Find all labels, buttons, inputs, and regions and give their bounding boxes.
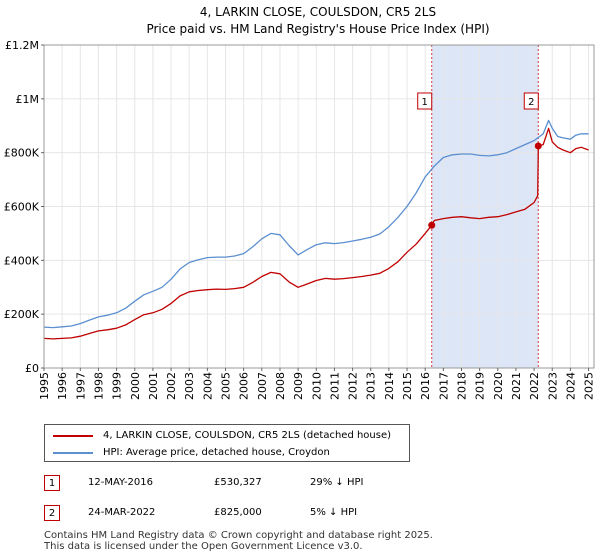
x-tick-label: 2005 [220, 372, 233, 400]
y-tick-label: £0 [25, 362, 39, 375]
footer-line-2: This data is licensed under the Open Gov… [44, 541, 363, 552]
marker-badge-label-2: 2 [528, 97, 534, 108]
x-tick-label: 2006 [238, 372, 251, 400]
price-chart: 4, LARKIN CLOSE, COULSDON, CR5 2LS Price… [4, 5, 596, 400]
legend-label-property: 4, LARKIN CLOSE, COULSDON, CR5 2LS (deta… [103, 430, 392, 441]
chart-legend: 4, LARKIN CLOSE, COULSDON, CR5 2LS (deta… [44, 424, 410, 462]
footer-line-1: Contains HM Land Registry data © Crown c… [44, 530, 433, 541]
footer-attribution: Contains HM Land Registry data © Crown c… [44, 530, 433, 552]
x-tick-label: 2023 [546, 372, 559, 400]
x-tick-label: 2017 [437, 372, 450, 400]
x-tick-label: 1997 [74, 372, 87, 400]
chart-title: 4, LARKIN CLOSE, COULSDON, CR5 2LS [200, 5, 436, 19]
x-tick-label: 1998 [92, 372, 105, 400]
sale-badge-1: 1 [44, 475, 60, 491]
sale-point-2 [534, 142, 542, 150]
legend-swatch-hpi [53, 452, 93, 454]
x-tick-label: 2004 [201, 372, 214, 400]
x-tick-label: 2022 [528, 372, 541, 400]
hpi-line [43, 119, 589, 329]
marker-badge-label-1: 1 [422, 97, 428, 108]
y-tick-label: £200K [4, 308, 40, 321]
legend-swatch-property [53, 435, 93, 437]
sale-hpi-2: 5% ↓ HPI [310, 507, 358, 518]
x-tick-label: 2019 [474, 372, 487, 400]
x-tick-label: 2009 [292, 372, 305, 400]
sale-point-1 [428, 221, 436, 229]
x-tick-label: 1996 [56, 372, 69, 400]
sale-date-2: 24-MAR-2022 [88, 507, 156, 518]
x-tick-label: 2021 [510, 372, 523, 400]
x-tick-label: 2008 [274, 372, 287, 400]
y-tick-label: £1M [16, 93, 40, 106]
x-tick-label: 2001 [147, 372, 160, 400]
sale-price-2: £825,000 [214, 507, 262, 518]
x-tick-label: 2000 [129, 372, 142, 400]
x-tick-label: 2013 [365, 372, 378, 400]
x-tick-label: 2003 [183, 372, 196, 400]
x-tick-label: 1999 [111, 372, 124, 400]
x-tick-label: 2002 [165, 372, 178, 400]
x-tick-label: 2007 [256, 372, 269, 400]
sale-price-1: £530,327 [214, 477, 262, 488]
x-tick-label: 2016 [419, 372, 432, 400]
sale-badge-2: 2 [44, 505, 60, 521]
property-price-line [43, 127, 589, 340]
sale-date-1: 12-MAY-2016 [88, 477, 154, 488]
x-tick-label: 2010 [310, 372, 323, 400]
x-tick-label: 2020 [492, 372, 505, 400]
y-tick-label: £600K [4, 201, 40, 214]
marker-badge-1 [417, 92, 433, 110]
x-tick-label: 2018 [455, 372, 468, 400]
x-tick-label: 2025 [583, 372, 596, 400]
x-tick-label: 2024 [564, 372, 577, 400]
legend-label-hpi: HPI: Average price, detached house, Croy… [103, 447, 330, 458]
marker-badge-2 [523, 92, 539, 110]
y-tick-label: £800K [4, 147, 40, 160]
x-tick-label: 2011 [328, 372, 341, 400]
x-tick-label: 2014 [383, 372, 396, 400]
y-tick-label: £400K [4, 254, 40, 267]
x-tick-label: 1995 [38, 372, 51, 400]
x-tick-label: 2012 [347, 372, 360, 400]
chart-subtitle: Price paid vs. HM Land Registry's House … [146, 22, 489, 36]
x-tick-label: 2015 [401, 372, 414, 400]
sale-hpi-1: 29% ↓ HPI [310, 477, 364, 488]
y-tick-label: £1.2M [5, 39, 39, 52]
